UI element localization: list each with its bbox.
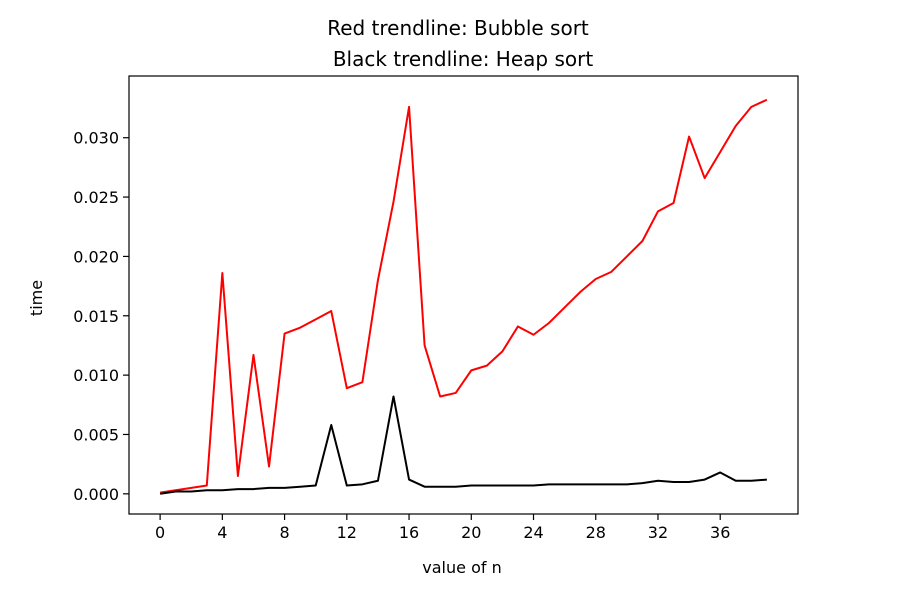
- x-tick-label: 4: [217, 523, 227, 542]
- x-tick-label: 24: [523, 523, 543, 542]
- y-tick-label: 0.015: [73, 307, 119, 326]
- x-tick-label: 16: [399, 523, 419, 542]
- x-tick-label: 36: [710, 523, 730, 542]
- x-tick-label: 28: [586, 523, 606, 542]
- red-series-line: [159, 98, 768, 494]
- y-tick-label: 0.005: [73, 425, 119, 444]
- chart-title-line-2: Black trendline: Heap sort: [333, 47, 593, 71]
- x-tick-label: 0: [155, 523, 165, 542]
- x-tick-label: 12: [337, 523, 357, 542]
- x-axis-label: value of n: [422, 558, 501, 577]
- y-tick-label: 0.030: [73, 129, 119, 148]
- x-tick-label: 20: [461, 523, 481, 542]
- y-tick-label: 0.025: [73, 188, 119, 207]
- y-tick-label: 0.000: [73, 485, 119, 504]
- black-series-line: [159, 395, 767, 495]
- y-tick-label: 0.010: [73, 366, 119, 385]
- x-tick-label: 32: [648, 523, 668, 542]
- y-axis-label: time: [27, 280, 46, 316]
- y-tick-label: 0.020: [73, 247, 119, 266]
- series-layer: [159, 98, 768, 495]
- x-axis-ticks: 0 4 8 12 16 20 24 28 32 36: [155, 514, 730, 542]
- plot-area-frame: [128, 75, 799, 515]
- y-axis-ticks: 0.000 0.005 0.010 0.015 0.020 0.025 0.030: [73, 129, 129, 504]
- x-tick-label: 8: [279, 523, 289, 542]
- chart-title-line-1: Red trendline: Bubble sort: [327, 16, 589, 40]
